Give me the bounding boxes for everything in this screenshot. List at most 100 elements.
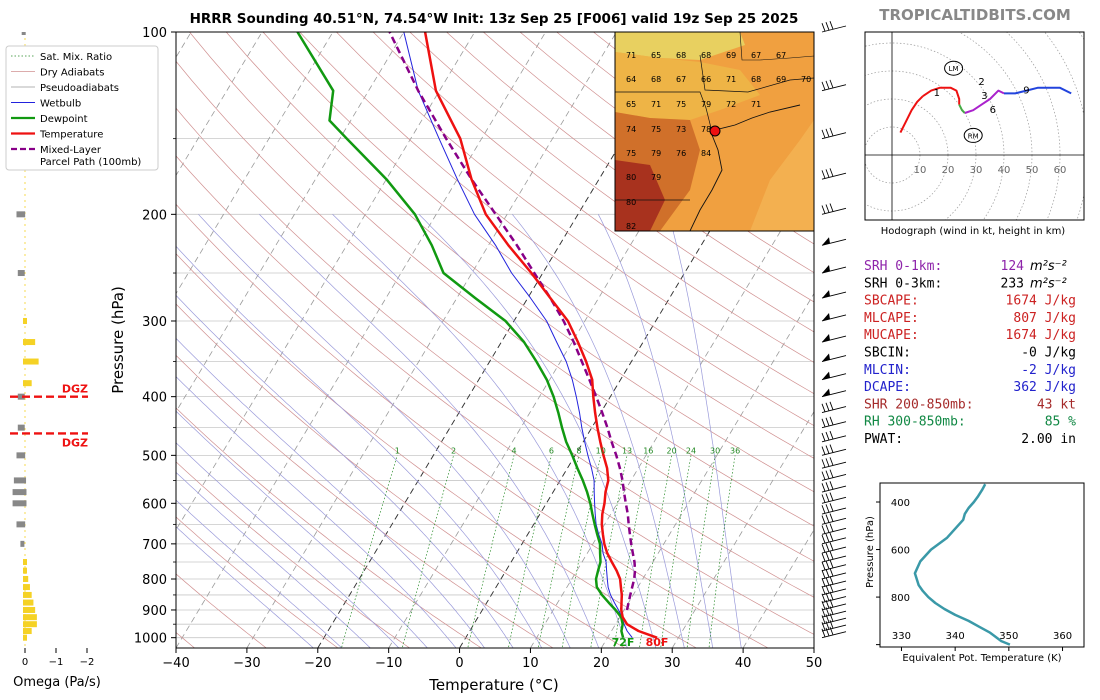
index-value: 1674 J/kg — [1006, 328, 1076, 343]
index-value: 362 J/kg — [1013, 380, 1076, 395]
dry-adiabat-line — [176, 155, 814, 635]
wind-barb-staff — [821, 473, 847, 481]
wind-barb-flag — [822, 265, 830, 274]
map-value-label: 69 — [726, 51, 736, 60]
wind-barb-feather — [821, 129, 826, 139]
index-value: 233 — [1001, 276, 1024, 291]
wind-barb — [821, 168, 847, 180]
wind-barb-feather — [829, 430, 834, 440]
wind-barb-feather — [825, 482, 830, 491]
index-label: DCAPE: — [864, 380, 911, 395]
mixing-ratio-line — [508, 455, 552, 648]
pseudo-adiabat-line — [176, 442, 400, 648]
skew-t-frame — [175, 31, 815, 649]
wind-barb-feather — [825, 614, 830, 623]
pseudo-adiabat-line — [418, 214, 657, 648]
omega-bar — [23, 358, 39, 365]
wind-barb-feather — [825, 204, 830, 213]
index-unit: m²s⁻² — [1030, 276, 1067, 291]
omega-bar — [16, 452, 26, 459]
map-value-label: 68 — [751, 75, 761, 84]
wind-barb — [821, 591, 847, 603]
mixing-ratio-label: 2 — [451, 446, 456, 455]
wind-barb — [821, 620, 847, 632]
dgz-label: DGZ — [62, 383, 88, 396]
map-value-label: 75 — [651, 125, 661, 134]
x-tick-label: 0 — [455, 656, 463, 671]
map-border-ny-pa — [615, 91, 713, 133]
index-value: 2.00 in — [1021, 432, 1076, 447]
map-value-label: 78 — [701, 125, 711, 134]
pseudo-adiabat-line — [176, 245, 543, 648]
map-hot-zone — [615, 160, 665, 231]
wind-barb-feather — [821, 534, 826, 544]
index-label: MLCIN: — [864, 363, 911, 378]
wind-barb-feather — [821, 593, 826, 602]
dry-adiabat-line — [176, 60, 814, 562]
isotherm-line — [246, 32, 617, 648]
wind-barb-feather — [825, 514, 830, 523]
skew-t-ylabel: Pressure (hPa) — [109, 286, 127, 394]
wind-barb-staff — [821, 631, 847, 639]
wind-barb-feather — [829, 203, 834, 212]
theta-e-y-tick-label: 400 — [891, 498, 910, 509]
map-value-label: 80 — [626, 198, 636, 207]
map-value-label: 67 — [776, 51, 786, 60]
omega-bar — [23, 621, 37, 628]
wind-barb — [821, 481, 847, 493]
wind-barb-staff — [821, 421, 847, 429]
theta-e-ylabel: Pressure (hPa) — [865, 516, 876, 588]
mixing-ratio-label: 4 — [511, 446, 516, 455]
wind-barb — [821, 599, 847, 611]
wind-barb — [821, 469, 847, 481]
map-value-label: 75 — [626, 149, 636, 158]
index-label: RH 300-850mb: — [864, 415, 966, 430]
wind-barb-feather — [821, 601, 826, 610]
omega-bar — [23, 634, 27, 641]
x-tick-label: 50 — [806, 656, 823, 671]
omega-bar — [17, 270, 25, 277]
legend-label-dry: Dry Adiabats — [40, 68, 104, 79]
map-value-label: 76 — [676, 149, 686, 158]
theta-e-profile-line — [913, 483, 1011, 646]
wind-barb-staff — [821, 517, 847, 525]
wind-barb-feather — [829, 401, 834, 410]
x-tick-label: −10 — [375, 656, 402, 671]
map-value-label: 73 — [676, 125, 686, 134]
wind-barb-feather — [829, 542, 834, 551]
x-tick-label: 10 — [522, 656, 539, 671]
map-value-label: 79 — [651, 149, 661, 158]
legend-label-dewpoint: Dewpoint — [40, 114, 88, 125]
wind-barb-feather — [821, 459, 826, 468]
mixing-ratio-label: 20 — [667, 446, 677, 455]
wind-barb — [821, 203, 847, 215]
mixing-ratio-line — [467, 455, 515, 648]
wind-barb-feather — [821, 578, 826, 587]
skew-t-panel: 1 2 4 6 8 10 13 16 20 24 30 36 −40 −30 −20 −10 0 10 20 30 4… — [109, 26, 823, 694]
map-value-label: 68 — [676, 51, 686, 60]
hodograph-segment-line — [964, 89, 1005, 114]
wind-barb-feather — [821, 628, 826, 638]
wind-barb-feather — [825, 533, 830, 543]
map-value-label: 79 — [701, 100, 711, 109]
dry-adiabat-line — [176, 461, 411, 648]
wind-barb — [821, 523, 847, 535]
wind-barb-feather — [829, 444, 834, 453]
map-mild-zone — [615, 52, 760, 120]
wind-barb-feather — [825, 552, 830, 561]
inset-map: 71 65 68 68 69 67 67 64 68 67 66 71 68 69 70 65 71 75 79 72… — [614, 31, 815, 232]
mixing-ratio-line — [639, 455, 672, 648]
wind-barb — [821, 492, 847, 504]
dry-adiabat-line — [176, 203, 769, 648]
omega-bar — [17, 424, 25, 431]
pseudo-adiabat-line — [176, 499, 343, 648]
surface-dewpoint-label: 72F — [612, 636, 635, 649]
wind-barb — [821, 444, 847, 456]
wind-barb-feather — [821, 205, 826, 214]
pseudo-adiabat-line — [176, 526, 314, 648]
omega-bar — [12, 500, 27, 507]
omega-bar — [13, 477, 27, 484]
y-tick-label: 200 — [142, 208, 167, 223]
map-border-ne — [699, 54, 814, 93]
mixing-ratio-line — [708, 455, 736, 648]
